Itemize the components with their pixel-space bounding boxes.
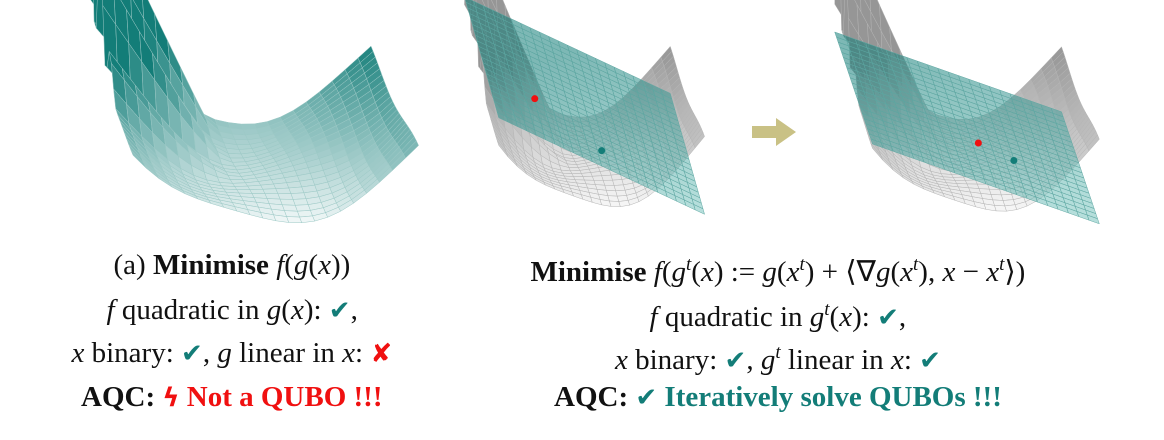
text-segment: x — [986, 256, 1000, 288]
text-segment: AQC: — [81, 381, 163, 413]
text-segment: x — [890, 344, 904, 376]
text-segment: g — [809, 301, 825, 333]
text-segment: , — [202, 337, 218, 369]
text-segment: g — [293, 249, 309, 281]
right-text-line: f quadratic in gt(x): ✔, — [650, 293, 907, 335]
text-segment: quadratic in — [114, 294, 267, 326]
text-segment: g — [760, 344, 776, 376]
left-text-line: f quadratic in g(x): ✔, — [107, 293, 358, 328]
text-segment: ⟩) — [1004, 256, 1026, 288]
text-segment: ( — [890, 256, 901, 288]
right-text-line: Minimise f(gt(x) := g(xt) + ⟨∇g(xt), x −… — [531, 248, 1026, 289]
text-segment: : — [355, 337, 371, 369]
right-arrow-icon — [752, 118, 796, 146]
text-segment: Iteratively solve QUBOs !!! — [657, 381, 1002, 413]
left-text-line: AQC: ϟ Not a QUBO !!! — [81, 380, 383, 415]
surface-plot-linearised-1 — [464, 0, 705, 215]
red-point-icon — [974, 139, 982, 147]
text-segment: ( — [661, 256, 672, 288]
text-segment: , — [350, 294, 358, 326]
text-segment: (a) — [113, 249, 153, 281]
text-segment: f — [646, 256, 662, 288]
teal-point-icon — [1010, 156, 1018, 164]
text-segment: g — [762, 256, 777, 288]
surface-mesh — [464, 0, 705, 215]
text-segment: Not a QUBO !!! — [179, 381, 383, 413]
text-segment: ( — [776, 256, 787, 288]
text-segment: − — [955, 256, 987, 288]
text-segment: linear in — [780, 344, 891, 376]
teal-point-icon — [598, 147, 606, 155]
text-segment: g — [217, 337, 232, 369]
check-icon: ✔ — [181, 339, 203, 369]
check-icon: ✔ — [635, 383, 658, 413]
text-segment: f — [106, 294, 115, 326]
lightning-icon: ϟ — [162, 383, 180, 413]
text-segment: x — [900, 256, 913, 288]
text-segment: t — [799, 254, 805, 275]
text-segment: Minimise — [530, 256, 647, 288]
surface-plot-nonlinear — [90, 0, 419, 224]
text-segment: , — [746, 344, 761, 376]
text-segment: x — [942, 256, 956, 288]
text-segment: : — [903, 344, 920, 376]
text-segment: x — [290, 294, 304, 326]
check-icon: ✔ — [724, 346, 747, 376]
teal-surface — [90, 0, 419, 224]
text-segment: g — [266, 294, 282, 326]
right-text-line: AQC: ✔ Iteratively solve QUBOs !!! — [554, 380, 1002, 415]
tangent-plane — [465, 0, 705, 215]
check-icon: ✔ — [919, 346, 941, 376]
text-segment: ( — [691, 256, 701, 288]
text-segment: x — [318, 249, 331, 281]
check-icon: ✔ — [877, 303, 899, 333]
text-segment: ) := — [713, 256, 763, 288]
text-segment: f — [649, 301, 658, 333]
text-segment: g — [875, 256, 891, 288]
text-segment: x — [342, 337, 356, 369]
text-segment: x — [700, 256, 714, 288]
left-text-line: (a) Minimise f(g(x)) — [114, 248, 351, 282]
left-text-line: x binary: ✔, g linear in x: ✘ — [72, 336, 393, 371]
text-segment: )) — [330, 249, 351, 281]
text-segment: t — [913, 254, 919, 275]
text-segment: f — [268, 249, 285, 281]
text-segment: ): — [303, 294, 329, 326]
text-segment: ): — [852, 301, 878, 333]
check-icon: ✔ — [328, 296, 351, 326]
text-segment: binary: — [627, 344, 725, 376]
text-segment: g — [671, 256, 686, 288]
right-text-line: x binary: ✔, gt linear in x: ✔ — [615, 336, 941, 378]
surface-mesh — [834, 0, 1100, 225]
text-segment: t — [775, 342, 781, 363]
text-segment: ( — [829, 301, 840, 333]
text-segment: quadratic in — [657, 301, 810, 333]
text-segment: x — [615, 344, 628, 376]
text-segment: AQC: — [554, 381, 636, 413]
text-segment: ( — [281, 294, 291, 326]
text-segment: ), — [918, 256, 943, 288]
text-segment: x — [786, 256, 800, 288]
text-segment: ( — [308, 249, 319, 281]
text-segment: x — [71, 337, 85, 369]
text-segment: x — [839, 301, 853, 333]
text-segment: t — [824, 299, 830, 320]
red-point-icon — [531, 95, 539, 103]
text-segment: linear in — [231, 337, 343, 369]
text-segment: t — [999, 254, 1005, 275]
surface-plot-linearised-2 — [834, 0, 1100, 225]
text-segment: ) + ⟨∇ — [804, 256, 876, 288]
tangent-plane — [834, 31, 1100, 225]
text-segment: , — [898, 301, 907, 333]
text-segment: ( — [284, 249, 294, 281]
text-segment: t — [685, 254, 692, 275]
text-segment: binary: — [84, 337, 182, 369]
cross-icon: ✘ — [370, 339, 393, 369]
text-segment: Minimise — [152, 249, 269, 281]
surface-mesh — [90, 0, 419, 224]
